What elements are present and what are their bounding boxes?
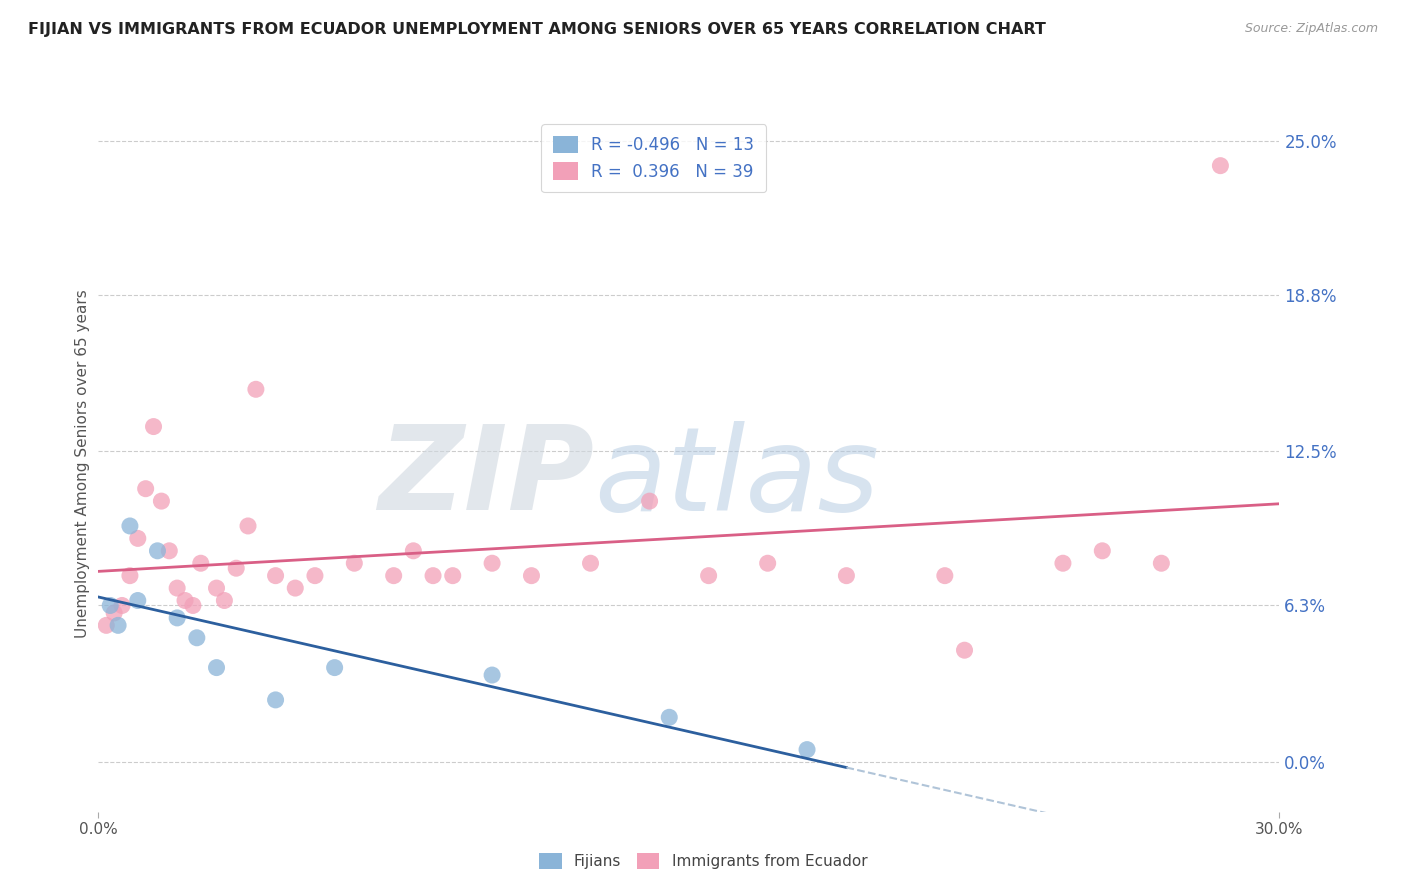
Point	[225, 561, 247, 575]
Point	[107, 618, 129, 632]
Point	[118, 568, 141, 582]
Point	[190, 556, 212, 570]
Point	[934, 568, 956, 582]
Point	[146, 544, 169, 558]
Point	[142, 419, 165, 434]
Text: ZIP: ZIP	[378, 420, 595, 535]
Point	[264, 568, 287, 582]
Point	[304, 568, 326, 582]
Point	[245, 382, 267, 396]
Point	[205, 581, 228, 595]
Point	[174, 593, 197, 607]
Point	[157, 544, 180, 558]
Point	[343, 556, 366, 570]
Point	[166, 611, 188, 625]
Point	[205, 660, 228, 674]
Point	[953, 643, 976, 657]
Point	[796, 742, 818, 756]
Point	[264, 693, 287, 707]
Point	[284, 581, 307, 595]
Text: atlas: atlas	[595, 421, 880, 535]
Point	[1209, 159, 1232, 173]
Point	[1052, 556, 1074, 570]
Point	[402, 544, 425, 558]
Point	[422, 568, 444, 582]
Legend: R = -0.496   N = 13, R =  0.396   N = 39: R = -0.496 N = 13, R = 0.396 N = 39	[541, 124, 766, 193]
Text: FIJIAN VS IMMIGRANTS FROM ECUADOR UNEMPLOYMENT AMONG SENIORS OVER 65 YEARS CORRE: FIJIAN VS IMMIGRANTS FROM ECUADOR UNEMPL…	[28, 22, 1046, 37]
Point	[135, 482, 157, 496]
Point	[103, 606, 125, 620]
Point	[323, 660, 346, 674]
Point	[579, 556, 602, 570]
Legend: Fijians, Immigrants from Ecuador: Fijians, Immigrants from Ecuador	[533, 847, 873, 875]
Point	[756, 556, 779, 570]
Point	[150, 494, 173, 508]
Y-axis label: Unemployment Among Seniors over 65 years: Unemployment Among Seniors over 65 years	[75, 290, 90, 638]
Point	[166, 581, 188, 595]
Point	[181, 599, 204, 613]
Text: Source: ZipAtlas.com: Source: ZipAtlas.com	[1244, 22, 1378, 36]
Point	[520, 568, 543, 582]
Point	[127, 593, 149, 607]
Point	[481, 668, 503, 682]
Point	[441, 568, 464, 582]
Point	[214, 593, 236, 607]
Point	[111, 599, 134, 613]
Point	[658, 710, 681, 724]
Point	[127, 532, 149, 546]
Point	[638, 494, 661, 508]
Point	[236, 519, 259, 533]
Point	[835, 568, 858, 582]
Point	[118, 519, 141, 533]
Point	[98, 599, 121, 613]
Point	[1150, 556, 1173, 570]
Point	[697, 568, 720, 582]
Point	[481, 556, 503, 570]
Point	[1091, 544, 1114, 558]
Point	[96, 618, 118, 632]
Point	[382, 568, 405, 582]
Point	[186, 631, 208, 645]
